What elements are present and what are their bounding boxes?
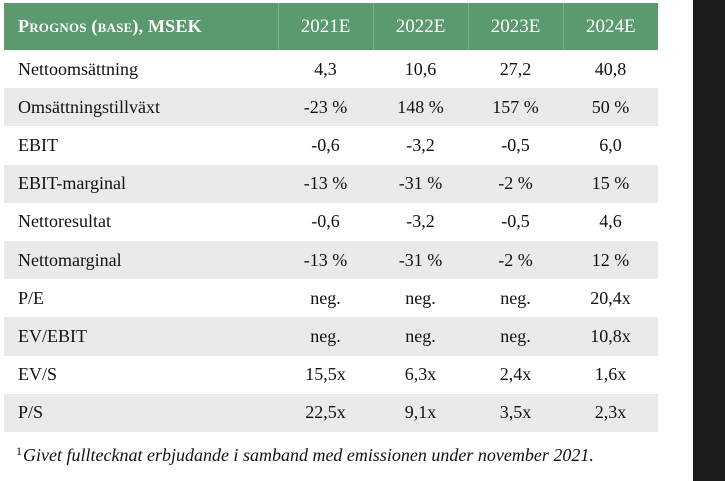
row-label: Nettoomsättning — [18, 58, 138, 79]
footnote-text: Givet fulltecknat erbjudande i samband m… — [23, 445, 594, 465]
table-body: Nettoomsättning 4,3 10,6 27,2 40,8 Omsät… — [4, 50, 658, 432]
document-page: Prognos (base), MSEK 2021E 2022E 2023E 2… — [4, 3, 658, 466]
table-cell: -3,2 — [406, 134, 435, 155]
table-cell: 50 % — [591, 96, 630, 117]
table-cell: 6,3x — [404, 364, 437, 385]
row-label: EV/EBIT — [18, 325, 87, 346]
table-cell: neg. — [405, 287, 436, 308]
table-cell: 20,4x — [590, 287, 631, 308]
table-cell: -0,5 — [501, 211, 530, 232]
table-cell: -2 % — [498, 173, 533, 194]
table-cell: 9,1x — [404, 402, 437, 423]
table-cell: 157 % — [492, 96, 539, 117]
row-label: P/S — [18, 402, 44, 423]
table-cell: 4,6 — [599, 211, 622, 232]
table-cell: -31 % — [398, 173, 443, 194]
table-cell: -13 % — [303, 173, 348, 194]
table-cell: 1,6x — [594, 364, 627, 385]
column-header-2021e: 2021E — [277, 3, 373, 50]
column-header-2024e: 2024E — [562, 3, 658, 50]
table-cell: 2,3x — [594, 402, 627, 423]
table-row: EBIT -0,6 -3,2 -0,5 6,0 — [4, 126, 658, 165]
column-header-2022e: 2022E — [372, 3, 468, 50]
table-cell: -0,6 — [311, 134, 340, 155]
table-row: Nettoresultat -0,6 -3,2 -0,5 4,6 — [4, 202, 658, 241]
dark-side-panel — [693, 0, 725, 481]
table-row: EBIT-marginal -13 % -31 % -2 % 15 % — [4, 164, 658, 203]
table-cell: 4,3 — [314, 58, 337, 79]
table-title: Prognos (base), MSEK — [18, 16, 202, 36]
table-row: Nettomarginal -13 % -31 % -2 % 12 % — [4, 240, 658, 280]
table-row: Omsättningstillväxt -23 % 148 % 157 % 50… — [4, 88, 658, 127]
table-cell: -23 % — [303, 96, 348, 117]
table-cell: 10,6 — [404, 58, 437, 79]
table-row: EV/S 15,5x 6,3x 2,4x 1,6x — [4, 355, 658, 394]
footnote-marker: 1 — [16, 444, 22, 458]
table-cell: -3,2 — [406, 211, 435, 232]
header-row: Prognos (base), MSEK 2021E 2022E 2023E 2… — [4, 3, 658, 50]
table-row: P/E neg. neg. neg. 20,4x — [4, 279, 658, 318]
row-label: EV/S — [18, 364, 58, 385]
table-cell: -2 % — [498, 249, 533, 270]
table-cell: -13 % — [303, 249, 348, 270]
table-cell: neg. — [405, 325, 436, 346]
table-cell: -31 % — [398, 249, 443, 270]
table-cell: 6,0 — [599, 134, 622, 155]
table-cell: 148 % — [397, 96, 444, 117]
table-cell: 27,2 — [499, 58, 532, 79]
row-label: Omsättningstillväxt — [18, 96, 160, 117]
forecast-table: Prognos (base), MSEK 2021E 2022E 2023E 2… — [4, 3, 658, 432]
table-cell: neg. — [310, 325, 341, 346]
row-label: Nettomarginal — [18, 249, 122, 270]
table-cell: neg. — [500, 325, 531, 346]
table-cell: 15 % — [591, 173, 630, 194]
row-label: P/E — [18, 287, 45, 308]
table-cell: 2,4x — [499, 364, 532, 385]
row-label: EBIT-marginal — [18, 173, 126, 194]
table-cell: 3,5x — [499, 402, 532, 423]
table-header: Prognos (base), MSEK 2021E 2022E 2023E 2… — [4, 3, 658, 50]
table-cell: 40,8 — [594, 58, 627, 79]
table-cell: 22,5x — [305, 402, 346, 423]
table-cell: 10,8x — [590, 325, 631, 346]
table-row: Nettoomsättning 4,3 10,6 27,2 40,8 — [4, 50, 658, 89]
table-row: P/S 22,5x 9,1x 3,5x 2,3x — [4, 393, 658, 432]
table-cell: neg. — [500, 287, 531, 308]
table-row: EV/EBIT neg. neg. neg. 10,8x — [4, 317, 658, 356]
table-cell: 12 % — [591, 249, 630, 270]
table-cell: neg. — [310, 287, 341, 308]
table-cell: -0,6 — [311, 211, 340, 232]
footnote: 1Givet fulltecknat erbjudande i samband … — [16, 444, 594, 466]
row-label: Nettoresultat — [18, 211, 111, 232]
column-header-2023e: 2023E — [467, 3, 563, 50]
table-cell: -0,5 — [501, 134, 530, 155]
row-label: EBIT — [18, 134, 58, 155]
table-cell: 15,5x — [305, 364, 346, 385]
